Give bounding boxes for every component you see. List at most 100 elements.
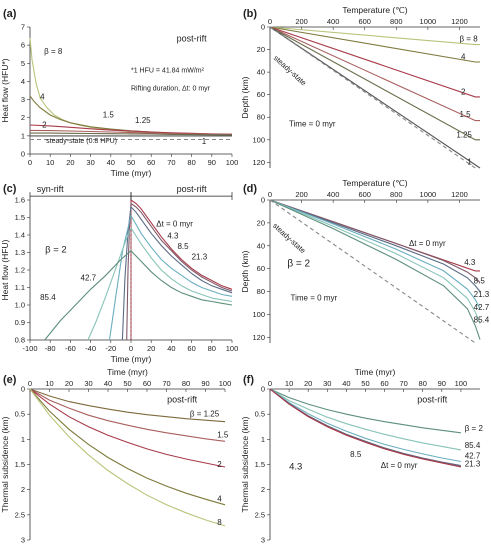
series-line — [130, 198, 233, 340]
x-tick-label: 600 — [358, 17, 371, 26]
chart-annotation: 1 — [467, 158, 472, 167]
x-tick-label: 600 — [358, 190, 371, 199]
x-tick-label: 0 — [268, 379, 272, 388]
series-line — [269, 388, 461, 434]
series-line — [269, 199, 481, 324]
x-tick-label: 90 — [201, 379, 209, 388]
x-tick-label: 80 — [187, 158, 195, 167]
chart-annotation: 1.25 — [456, 131, 472, 140]
y-tick-label: 60 — [257, 264, 265, 273]
x-tick-label: 1200 — [451, 190, 468, 199]
chart-annotation: 4 — [461, 53, 466, 62]
y-tick-label: 1.1 — [15, 283, 25, 292]
y-tick-label: 3 — [261, 536, 265, 545]
x-tick-label: 70 — [399, 379, 407, 388]
y-axis-title: Thermal subsidence (km) — [0, 416, 10, 512]
chart-annotation: *1 HFU = 41.84 mW/m² — [131, 67, 205, 74]
x-tick-label: 50 — [123, 379, 131, 388]
series-line — [269, 199, 481, 283]
chart-panel-b: (b) 0 200 400 600 800 1000 1200 0 20 40 60 80 100 120 T… — [240, 5, 481, 169]
y-tick-label: 80 — [257, 287, 265, 296]
y-tick-label: 0.5 — [15, 410, 25, 419]
y-axis-title: Heat flow (HFU*) — [0, 58, 10, 122]
y-axis-title: Depth (km) — [240, 250, 250, 292]
y-tick-label: 4 — [21, 77, 25, 86]
x-tick-label: 100 — [226, 158, 239, 167]
y-axis-title: Heat flow (HFU) — [0, 239, 10, 300]
y-tick-label: 2 — [21, 113, 25, 122]
x-tick-label: 200 — [295, 190, 308, 199]
y-tick-label: 3 — [21, 95, 25, 104]
panel-label: (a) — [3, 8, 17, 20]
y-tick-label: 0 — [261, 23, 265, 32]
x-tick-label: 60 — [187, 344, 195, 353]
series-line — [29, 95, 233, 135]
chart-annotation: Δt = 0 myr — [409, 239, 446, 248]
y-tick-label: 2.5 — [255, 510, 265, 519]
panel-label: (b) — [243, 8, 257, 20]
x-axis-title: Time (myr) — [355, 367, 396, 377]
y-tick-label: 0.5 — [255, 410, 265, 419]
chart-annotation: 1.5 — [217, 430, 229, 439]
y-tick-label: 0 — [261, 196, 265, 205]
chart-annotation: 85.4 — [465, 441, 481, 450]
x-tick-label: 40 — [104, 379, 112, 388]
x-tick-label: 40 — [167, 344, 175, 353]
chart-annotation: 85.4 — [40, 293, 56, 302]
y-tick-label: 1.4 — [15, 231, 25, 240]
y-tick-label: 2.5 — [15, 510, 25, 519]
x-tick-label: 1200 — [451, 17, 468, 26]
series-line — [29, 129, 233, 135]
x-tick-label: 20 — [66, 158, 74, 167]
x-tick-label: 0 — [129, 344, 133, 353]
panel-label: (d) — [243, 183, 257, 195]
y-tick-label: 1.3 — [15, 248, 25, 257]
series-line — [87, 226, 233, 341]
series-line — [269, 26, 480, 46]
x-tick-label: 800 — [390, 17, 403, 26]
y-tick-label: 0.8 — [15, 336, 25, 345]
x-tick-label: 90 — [208, 158, 216, 167]
x-tick-label: 80 — [419, 379, 427, 388]
series-line — [269, 26, 480, 63]
chart-annotation: post-rift — [177, 34, 208, 44]
chart-panel-e: (e) 0 10 20 30 40 50 60 70 80 90 100 0 0.5 1 1.5 2 2.5 3 Ti… — [0, 367, 231, 545]
chart-panel-d: (d) 0 200 400 600 800 1000 1200 0 20 40 60 80 100 120 T… — [240, 178, 490, 344]
x-tick-label: 20 — [147, 344, 155, 353]
series-line — [269, 26, 476, 169]
y-tick-label: 1.2 — [15, 266, 25, 275]
chart-annotation: β = 8 — [459, 35, 478, 44]
series-line — [30, 132, 233, 136]
series-line — [44, 250, 233, 341]
chart-annotation: Rifting duration, Δt: 0 myr — [131, 86, 211, 93]
x-tick-label: 1000 — [420, 190, 437, 199]
x-tick-label: 70 — [162, 379, 170, 388]
y-tick-label: 1.5 — [255, 460, 265, 469]
x-tick-label: 400 — [327, 17, 340, 26]
y-tick-label: 40 — [257, 241, 265, 250]
chart-annotation: 2 — [42, 121, 47, 130]
series-line — [269, 388, 462, 468]
y-tick-label: 5 — [21, 59, 25, 68]
x-tick-label: 0 — [268, 190, 272, 199]
x-tick-label: 70 — [167, 158, 175, 167]
x-tick-label: 30 — [86, 158, 94, 167]
y-tick-label: 1 — [261, 435, 265, 444]
x-tick-label: -60 — [65, 344, 76, 353]
chart-annotation: 8.5 — [350, 450, 362, 459]
series-line — [29, 388, 226, 468]
x-tick-label: 10 — [46, 158, 54, 167]
y-axis-title: Thermal subsidence (km) — [240, 416, 250, 512]
chart-annotation: 42.7 — [474, 303, 490, 312]
chart-annotation: 42.7 — [81, 274, 97, 283]
series-line — [269, 388, 461, 451]
chart-annotation: β = 2 — [45, 245, 67, 256]
x-tick-label: -100 — [22, 344, 37, 353]
x-tick-label: 10 — [45, 379, 53, 388]
x-tick-label: 60 — [143, 379, 151, 388]
chart-annotation: 1.5 — [103, 111, 115, 120]
y-tick-label: 3 — [21, 536, 25, 545]
chart-annotation: β = 2 — [287, 258, 310, 269]
chart-annotation: 2 — [461, 88, 466, 97]
